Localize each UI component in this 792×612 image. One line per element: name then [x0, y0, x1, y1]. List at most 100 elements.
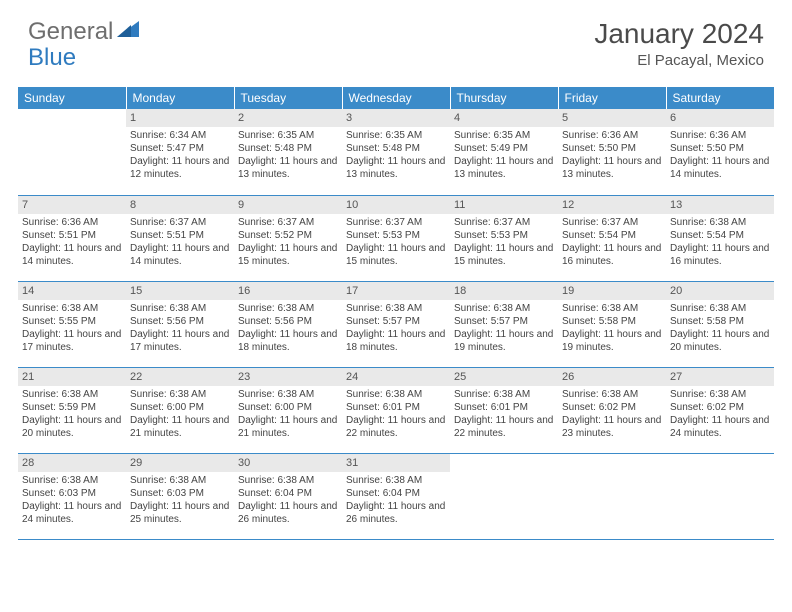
calendar-cell: 31Sunrise: 6:38 AMSunset: 6:04 PMDayligh… — [342, 453, 450, 539]
sunrise-text: Sunrise: 6:37 AM — [454, 216, 554, 229]
day-body: Sunrise: 6:37 AMSunset: 5:51 PMDaylight:… — [126, 214, 234, 270]
day-number: 16 — [234, 282, 342, 300]
calendar-cell: 13 Sunrise: 6:38 AMSunset: 5:54 PMDayligh… — [666, 195, 774, 281]
daylight-text: Daylight: 11 hours and 13 minutes. — [238, 155, 338, 181]
day-number: 25 — [450, 368, 558, 386]
daylight-text: Daylight: 11 hours and 19 minutes. — [454, 328, 554, 354]
day-body: Sunrise: 6:38 AMSunset: 6:04 PMDaylight:… — [234, 472, 342, 528]
sunset-text: Sunset: 6:00 PM — [130, 401, 230, 414]
calendar-cell: 10Sunrise: 6:37 AMSunset: 5:53 PMDayligh… — [342, 195, 450, 281]
day-number: 28 — [18, 454, 126, 472]
day-body: Sunrise: 6:38 AMSunset: 5:58 PMDaylight:… — [666, 300, 774, 356]
daylight-text: Daylight: 11 hours and 26 minutes. — [346, 500, 446, 526]
day-number: 29 — [126, 454, 234, 472]
calendar-cell — [558, 453, 666, 539]
sunset-text: Sunset: 5:59 PM — [22, 401, 122, 414]
col-saturday: Saturday — [666, 87, 774, 109]
day-number: 20 — [666, 282, 774, 300]
sunrise-text: Sunrise: 6:37 AM — [346, 216, 446, 229]
day-number — [558, 454, 666, 472]
brand-text-gray: General — [28, 18, 113, 46]
calendar-cell: 14Sunrise: 6:38 AMSunset: 5:55 PMDayligh… — [18, 281, 126, 367]
day-body: Sunrise: 6:38 AMSunset: 6:03 PMDaylight:… — [126, 472, 234, 528]
calendar-cell: 15Sunrise: 6:38 AMSunset: 5:56 PMDayligh… — [126, 281, 234, 367]
sunrise-text: Sunrise: 6:38 AM — [22, 388, 122, 401]
calendar-row: 28Sunrise: 6:38 AMSunset: 6:03 PMDayligh… — [18, 453, 774, 539]
sunrise-text: Sunrise: 6:38 AM — [346, 388, 446, 401]
sunrise-text: Sunrise: 6:38 AM — [670, 216, 770, 229]
day-body: Sunrise: 6:35 AMSunset: 5:48 PMDaylight:… — [234, 127, 342, 183]
calendar-cell: 3Sunrise: 6:35 AMSunset: 5:48 PMDaylight… — [342, 109, 450, 195]
sunset-text: Sunset: 6:00 PM — [238, 401, 338, 414]
day-body: Sunrise: 6:37 AMSunset: 5:52 PMDaylight:… — [234, 214, 342, 270]
calendar-cell — [18, 109, 126, 195]
calendar-row: 7Sunrise: 6:36 AMSunset: 5:51 PMDaylight… — [18, 195, 774, 281]
calendar-cell: 27Sunrise: 6:38 AMSunset: 6:02 PMDayligh… — [666, 367, 774, 453]
day-body: Sunrise: 6:36 AMSunset: 5:50 PMDaylight:… — [558, 127, 666, 183]
sunrise-text: Sunrise: 6:38 AM — [454, 388, 554, 401]
sunrise-text: Sunrise: 6:38 AM — [454, 302, 554, 315]
sunset-text: Sunset: 5:54 PM — [670, 229, 770, 242]
daylight-text: Daylight: 11 hours and 22 minutes. — [454, 414, 554, 440]
sunset-text: Sunset: 6:01 PM — [346, 401, 446, 414]
day-number: 12 — [558, 196, 666, 214]
sunrise-text: Sunrise: 6:38 AM — [562, 388, 662, 401]
day-body — [666, 472, 774, 538]
day-number — [666, 454, 774, 472]
calendar-cell: 12Sunrise: 6:37 AMSunset: 5:54 PMDayligh… — [558, 195, 666, 281]
day-body: Sunrise: 6:36 AMSunset: 5:50 PMDaylight:… — [666, 127, 774, 183]
daylight-text: Daylight: 11 hours and 15 minutes. — [454, 242, 554, 268]
daylight-text: Daylight: 11 hours and 24 minutes. — [670, 414, 770, 440]
calendar-head: Sunday Monday Tuesday Wednesday Thursday… — [18, 87, 774, 109]
day-number: 31 — [342, 454, 450, 472]
col-sunday: Sunday — [18, 87, 126, 109]
day-body: Sunrise: 6:37 AMSunset: 5:53 PMDaylight:… — [450, 214, 558, 270]
daylight-text: Daylight: 11 hours and 16 minutes. — [670, 242, 770, 268]
daylight-text: Daylight: 11 hours and 18 minutes. — [238, 328, 338, 354]
sunset-text: Sunset: 6:01 PM — [454, 401, 554, 414]
day-number: 22 — [126, 368, 234, 386]
calendar-cell: 2Sunrise: 6:35 AMSunset: 5:48 PMDaylight… — [234, 109, 342, 195]
sunrise-text: Sunrise: 6:36 AM — [562, 129, 662, 142]
day-body: Sunrise: 6:38 AMSunset: 5:56 PMDaylight:… — [234, 300, 342, 356]
daylight-text: Daylight: 11 hours and 20 minutes. — [22, 414, 122, 440]
sunset-text: Sunset: 5:48 PM — [346, 142, 446, 155]
calendar-cell: 9Sunrise: 6:37 AMSunset: 5:52 PMDaylight… — [234, 195, 342, 281]
sunrise-text: Sunrise: 6:36 AM — [670, 129, 770, 142]
day-body: Sunrise: 6:38 AMSunset: 6:00 PMDaylight:… — [234, 386, 342, 442]
sunrise-text: Sunrise: 6:38 AM — [670, 302, 770, 315]
calendar-body: 1Sunrise: 6:34 AMSunset: 5:47 PMDaylight… — [18, 109, 774, 539]
day-body: Sunrise: 6:38 AMSunset: 6:04 PMDaylight:… — [342, 472, 450, 528]
sunset-text: Sunset: 6:04 PM — [238, 487, 338, 500]
day-number: 23 — [234, 368, 342, 386]
sunset-text: Sunset: 5:54 PM — [562, 229, 662, 242]
sunrise-text: Sunrise: 6:37 AM — [562, 216, 662, 229]
day-body: Sunrise: 6:38 AMSunset: 6:01 PMDaylight:… — [450, 386, 558, 442]
sunrise-text: Sunrise: 6:34 AM — [130, 129, 230, 142]
daylight-text: Daylight: 11 hours and 17 minutes. — [22, 328, 122, 354]
sunset-text: Sunset: 5:56 PM — [130, 315, 230, 328]
daylight-text: Daylight: 11 hours and 14 minutes. — [22, 242, 122, 268]
day-number — [18, 109, 126, 127]
daylight-text: Daylight: 11 hours and 24 minutes. — [22, 500, 122, 526]
day-number: 13 — [666, 196, 774, 214]
sunrise-text: Sunrise: 6:38 AM — [130, 388, 230, 401]
calendar-cell: 26Sunrise: 6:38 AMSunset: 6:02 PMDayligh… — [558, 367, 666, 453]
calendar-cell: 16Sunrise: 6:38 AMSunset: 5:56 PMDayligh… — [234, 281, 342, 367]
col-wednesday: Wednesday — [342, 87, 450, 109]
daylight-text: Daylight: 11 hours and 20 minutes. — [670, 328, 770, 354]
day-body — [450, 472, 558, 538]
sunrise-text: Sunrise: 6:38 AM — [346, 474, 446, 487]
daylight-text: Daylight: 11 hours and 13 minutes. — [346, 155, 446, 181]
day-body: Sunrise: 6:38 AMSunset: 5:57 PMDaylight:… — [342, 300, 450, 356]
sunrise-text: Sunrise: 6:35 AM — [346, 129, 446, 142]
brand-triangle-icon — [117, 19, 139, 42]
col-tuesday: Tuesday — [234, 87, 342, 109]
sunset-text: Sunset: 5:47 PM — [130, 142, 230, 155]
day-header-row: Sunday Monday Tuesday Wednesday Thursday… — [18, 87, 774, 109]
day-number: 9 — [234, 196, 342, 214]
sunrise-text: Sunrise: 6:38 AM — [238, 474, 338, 487]
day-body: Sunrise: 6:38 AMSunset: 5:58 PMDaylight:… — [558, 300, 666, 356]
daylight-text: Daylight: 11 hours and 26 minutes. — [238, 500, 338, 526]
sunset-text: Sunset: 5:50 PM — [670, 142, 770, 155]
